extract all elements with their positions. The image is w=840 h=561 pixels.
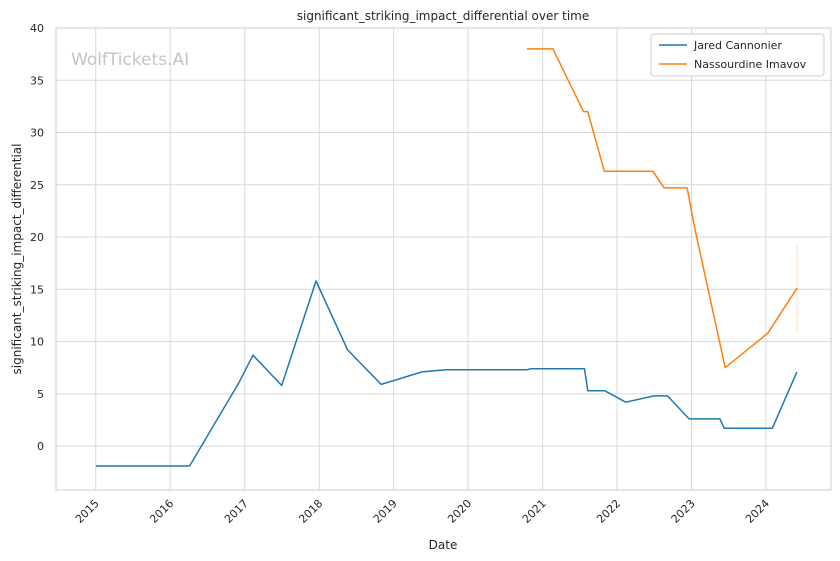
- x-tick-label: 2015: [73, 497, 102, 526]
- x-tick-label: 2021: [520, 497, 549, 526]
- y-tick-label: 15: [30, 283, 44, 296]
- y-axis-label: significant_striking_impact_differential: [10, 144, 24, 375]
- legend: Jared Cannonier Nassourdine Imavov: [650, 33, 825, 77]
- x-tick-label: 2018: [296, 497, 325, 526]
- x-tick-label: 2019: [371, 497, 400, 526]
- y-tick-label: 20: [30, 231, 44, 244]
- x-tick-label: 2017: [222, 497, 251, 526]
- x-tick-label: 2016: [147, 497, 176, 526]
- series-line-0: [95, 280, 798, 467]
- plot-background: [56, 28, 831, 490]
- x-tick-label: 2022: [594, 497, 623, 526]
- x-ticks: 2015 2016 2017 2018 2019 2020 2021 2022 2023 2024: [73, 497, 772, 526]
- series-group: [95, 48, 798, 467]
- legend-label-imavov: Nassourdine Imavov: [694, 58, 807, 71]
- y-tick-label: 40: [30, 22, 44, 35]
- y-tick-label: 5: [37, 388, 44, 401]
- y-tick-label: 25: [30, 179, 44, 192]
- watermark: WolfTickets.AI: [71, 50, 189, 70]
- legend-label-cannonier: Jared Cannonier: [693, 39, 782, 52]
- y-tick-label: 0: [37, 440, 44, 453]
- series-line-1: [526, 48, 798, 369]
- x-axis-label: Date: [429, 538, 458, 552]
- y-tick-label: 30: [30, 127, 44, 140]
- x-tick-label: 2020: [445, 497, 474, 526]
- plot-frame: [55, 27, 832, 491]
- x-tick-label: 2023: [669, 497, 698, 526]
- legend-box: [650, 33, 825, 77]
- x-tick-label: 2024: [743, 497, 772, 526]
- y-tick-label: 35: [30, 74, 44, 87]
- y-ticks: 0 5 10 15 20 25 30 35 40: [30, 22, 44, 453]
- chart-title: significant_striking_impact_differential…: [297, 9, 589, 23]
- grid: [56, 27, 831, 490]
- y-tick-label: 10: [30, 336, 44, 349]
